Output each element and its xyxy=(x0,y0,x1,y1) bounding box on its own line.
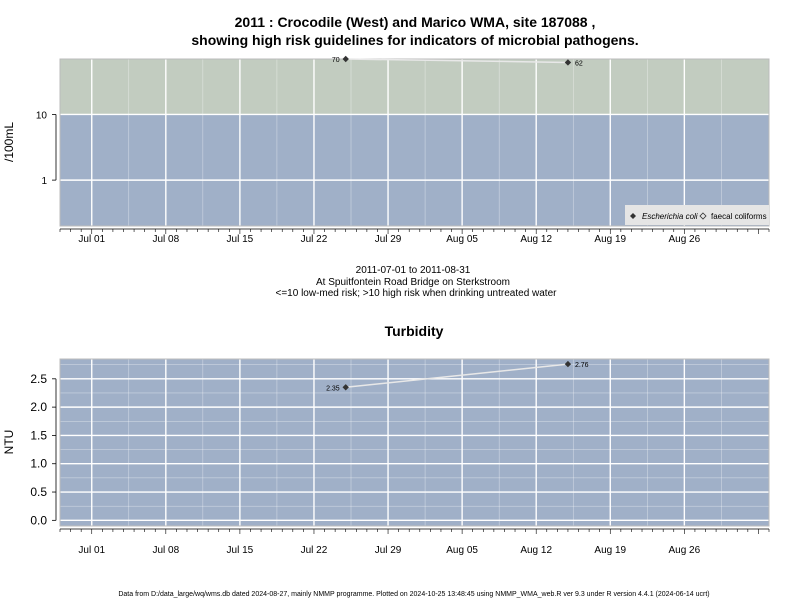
x-tick-label: Jul 01 xyxy=(78,545,105,556)
turbidity-y-axis-label: NTU xyxy=(2,430,16,455)
x-tick-label: Jul 22 xyxy=(301,545,328,556)
x-tick-label: Aug 19 xyxy=(594,234,626,245)
data-point xyxy=(564,59,572,66)
x-tick-label: Aug 12 xyxy=(520,234,552,245)
data-label: 2.35 xyxy=(326,385,340,392)
location-note: At Spuitfontein Road Bridge on Sterkstro… xyxy=(316,277,510,288)
risk-note: <=10 low-med risk; >10 high risk when dr… xyxy=(276,288,558,299)
data-label: 2.76 xyxy=(575,362,589,369)
date-range-note: 2011-07-01 to 2011-08-31 xyxy=(356,265,471,276)
plot-background xyxy=(60,359,769,526)
y-tick-label: 2.5 xyxy=(30,372,47,386)
x-tick-label: Aug 05 xyxy=(446,545,478,556)
x-tick-label: Aug 12 xyxy=(520,545,552,556)
x-tick-label: Aug 26 xyxy=(668,545,700,556)
y-tick-label: 10 xyxy=(36,110,48,121)
data-label: 70 xyxy=(332,57,340,64)
legend-marker-faecal-coliforms xyxy=(699,212,707,220)
x-tick-label: Aug 26 xyxy=(668,234,700,245)
y-tick-label: 1 xyxy=(41,176,47,187)
data-point xyxy=(564,360,572,368)
x-tick-label: Jul 22 xyxy=(301,234,328,245)
y-tick-label: 0.0 xyxy=(30,513,47,527)
chart-title: 2011 : Crocodile (West) and Marico WMA, … xyxy=(235,14,596,30)
x-tick-label: Aug 05 xyxy=(446,234,478,245)
series-line xyxy=(345,363,569,389)
x-tick-label: Jul 29 xyxy=(375,234,402,245)
chart-subtitle: showing high risk guidelines for indicat… xyxy=(191,32,638,48)
plot-frame xyxy=(59,358,770,527)
x-tick-label: Jul 15 xyxy=(227,234,254,245)
x-tick-label: Jul 01 xyxy=(78,234,105,245)
turbidity-plot-area: 0.0 0.5 1.0 1.5 2.0 2.5 Jul 01 Jul 08 Jul 15 Jul … xyxy=(30,358,770,556)
y-tick-label: 0.5 xyxy=(30,485,47,499)
x-tick-label: Aug 19 xyxy=(594,545,626,556)
plot-frame xyxy=(59,58,770,227)
turbidity-title: Turbidity xyxy=(385,323,444,339)
footer-note: Data from D:/data_large/wq/wms.db dated … xyxy=(118,591,709,598)
high-risk-band xyxy=(60,59,769,115)
x-tick-label: Jul 08 xyxy=(152,545,179,556)
y-tick-label: 1.0 xyxy=(30,457,47,471)
legend-marker-escherichia-coli xyxy=(630,213,636,219)
data-point xyxy=(342,384,349,391)
y-tick-label: 2.0 xyxy=(30,400,47,414)
data-point xyxy=(342,55,349,63)
data-label: 62 xyxy=(575,60,583,67)
legend-label-faecal-coliforms: faecal coliforms xyxy=(711,212,767,221)
legend: Escherichia coli faecal coliforms xyxy=(625,205,769,225)
legend-box xyxy=(625,205,769,225)
x-tick-label: Jul 29 xyxy=(375,545,402,556)
x-tick-label: Jul 08 xyxy=(152,234,179,245)
microbial-y-axis-label: /100mL xyxy=(2,122,16,162)
x-tick-label: Jul 15 xyxy=(227,545,254,556)
y-tick-label: 1.5 xyxy=(30,428,47,442)
legend-label-escherichia-coli: Escherichia coli xyxy=(642,212,698,221)
series-line xyxy=(345,58,568,64)
microbial-plot-area: 1 10 Jul 01 Jul 08 Jul 15 Jul 22 Jul 29 Aug 05 A… xyxy=(36,55,770,245)
